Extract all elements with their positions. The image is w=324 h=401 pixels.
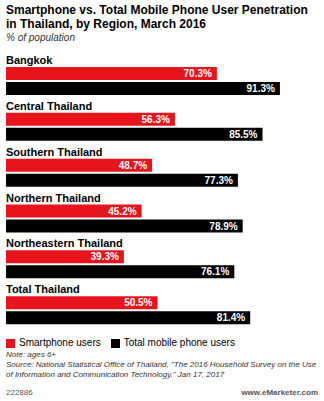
svg-text:70.3%: 70.3% — [184, 68, 212, 79]
html-text:% of population: % of population — [6, 32, 75, 43]
svg-text:78.9%: 78.9% — [209, 221, 237, 232]
svg-text:91.3%: 91.3% — [247, 83, 275, 94]
html-text:Smartphone users: Smartphone users — [19, 337, 101, 348]
svg-text:45.2%: 45.2% — [108, 206, 136, 217]
svg-text:Southern Thailand: Southern Thailand — [8, 146, 103, 158]
svg-text:39.3%: 39.3% — [91, 251, 119, 262]
svg-text:Bangkok: Bangkok — [8, 54, 53, 66]
svg-text:81.4%: 81.4% — [217, 312, 245, 323]
svg-text:Central Thailand: Central Thailand — [8, 100, 92, 112]
svg-text:Total Thailand: Total Thailand — [8, 283, 80, 295]
svg-text:77.3%: 77.3% — [205, 175, 233, 186]
html-text:Total mobile phone users: Total mobile phone users — [123, 337, 235, 348]
html-text:Smartphone vs. Total Mobile Ph: Smartphone vs. Total Mobile Phone User P… — [6, 3, 308, 31]
svg-text:Northern Thailand: Northern Thailand — [8, 192, 101, 204]
html-text:Note: ages 6+: Note: ages 6+ — [6, 350, 56, 359]
html-text:www.eMarketer.com: www.eMarketer.com — [241, 388, 318, 397]
svg-text:Northeastern Thailand: Northeastern Thailand — [8, 237, 123, 249]
svg-text:85.5%: 85.5% — [229, 129, 257, 140]
svg-text:56.3%: 56.3% — [142, 114, 170, 125]
html-text:222886: 222886 — [6, 388, 33, 397]
html-text:Source: National Statistical O: Source: National Statistical Office of T… — [6, 360, 317, 379]
svg-text:48.7%: 48.7% — [119, 160, 147, 171]
svg-text:50.5%: 50.5% — [124, 297, 152, 308]
svg-text:76.1%: 76.1% — [201, 266, 229, 277]
